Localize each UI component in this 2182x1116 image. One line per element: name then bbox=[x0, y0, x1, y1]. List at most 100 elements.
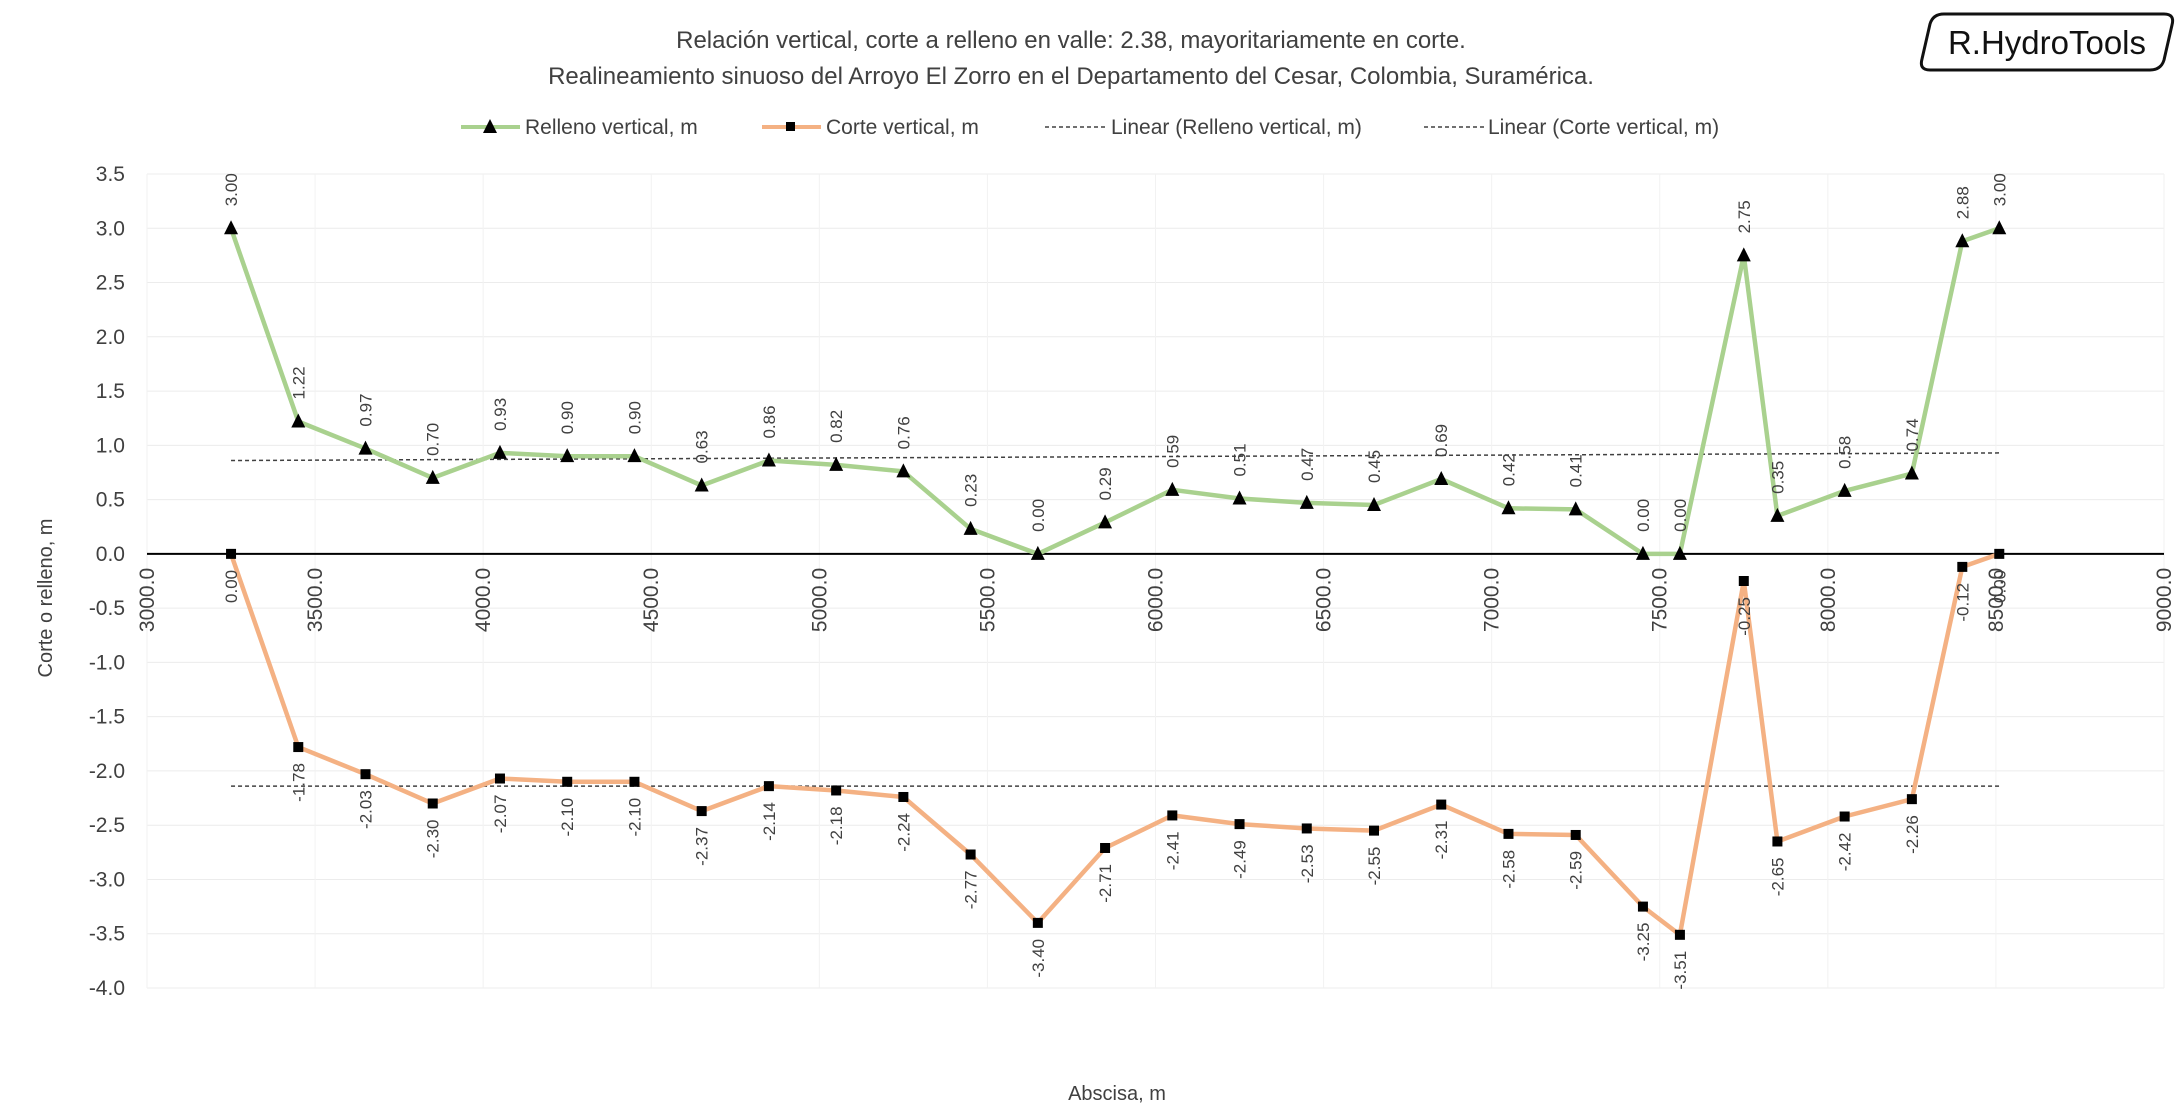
data-point-relleno bbox=[1955, 233, 1970, 248]
data-point-corte bbox=[1637, 901, 1648, 912]
chart-subtitle: Realineamiento sinuoso del Arroyo El Zor… bbox=[548, 63, 1594, 90]
data-point-relleno bbox=[560, 448, 575, 463]
data-label-corte: -2.03 bbox=[357, 790, 376, 829]
data-label-relleno: 0.00 bbox=[1029, 499, 1048, 532]
y-tick-label: 1.5 bbox=[96, 380, 125, 403]
x-tick-label: 3000.0 bbox=[136, 568, 159, 632]
data-point-corte bbox=[1738, 576, 1749, 586]
data-label-corte: -2.07 bbox=[491, 795, 510, 834]
data-point-corte bbox=[1674, 929, 1685, 940]
data-point-corte bbox=[1839, 811, 1850, 822]
data-point-corte bbox=[1906, 794, 1917, 805]
y-tick-label: -3.5 bbox=[89, 923, 125, 946]
chart-title: Relación vertical, corte a relleno en va… bbox=[676, 27, 1466, 54]
data-point-relleno bbox=[1837, 482, 1852, 497]
data-label-corte: -2.30 bbox=[424, 819, 443, 858]
legend-label-trend-relleno: Linear (Relleno vertical, m) bbox=[1111, 116, 1362, 139]
data-point-corte bbox=[494, 773, 505, 784]
data-label-corte: -0.12 bbox=[1953, 583, 1972, 622]
data-label-corte: 0.00 bbox=[1990, 570, 2009, 603]
x-tick-label: 4000.0 bbox=[472, 568, 495, 632]
data-point-relleno bbox=[1098, 514, 1113, 529]
data-label-relleno: 0.76 bbox=[894, 416, 913, 449]
data-point-corte bbox=[1301, 823, 1312, 834]
y-tick-label: -2.0 bbox=[89, 760, 125, 783]
data-point-corte bbox=[293, 742, 304, 753]
x-axis-ticks: 3000.0 3500.0 4000.0 4500.0 5000.0 5500.0 6000… bbox=[136, 568, 2176, 632]
data-label-relleno: 0.90 bbox=[625, 401, 644, 434]
data-point-relleno bbox=[1165, 481, 1180, 496]
x-tick-label: 4500.0 bbox=[640, 568, 663, 632]
data-label-relleno: 0.00 bbox=[1671, 499, 1690, 532]
brand-frame bbox=[1919, 12, 2175, 72]
data-point-relleno bbox=[829, 456, 844, 471]
legend: Relleno vertical, m Corte vertical, m Li… bbox=[461, 116, 1719, 139]
y-tick-label: 0.0 bbox=[96, 543, 125, 566]
data-label-corte: -2.24 bbox=[894, 813, 913, 852]
data-label-relleno: 0.00 bbox=[1634, 499, 1653, 532]
data-point-corte bbox=[1957, 561, 1968, 572]
data-point-relleno bbox=[492, 444, 507, 459]
y-tick-label: -0.5 bbox=[89, 597, 125, 620]
data-point-relleno bbox=[963, 520, 978, 535]
y-axis-ticks: 3.5 3.0 2.5 2.0 1.5 1.0 0.5 0.0 -0.5 -1.0 -1.5 -2.0… bbox=[89, 163, 125, 1000]
data-point-corte bbox=[1994, 548, 2005, 559]
data-label-relleno: 0.41 bbox=[1567, 454, 1586, 487]
data-point-relleno bbox=[1635, 545, 1650, 560]
y-tick-label: 0.5 bbox=[96, 489, 125, 512]
data-point-corte bbox=[226, 548, 237, 559]
data-point-relleno bbox=[896, 463, 911, 478]
data-point-corte bbox=[562, 776, 573, 787]
data-label-relleno: 0.42 bbox=[1499, 453, 1518, 486]
x-tick-label: 7000.0 bbox=[1481, 568, 1504, 632]
y-axis-title: Corte o relleno, m bbox=[35, 519, 57, 678]
y-tick-label: 1.0 bbox=[96, 434, 125, 457]
data-point-relleno bbox=[291, 413, 306, 428]
x-tick-label: 3500.0 bbox=[304, 568, 327, 632]
series-layer bbox=[224, 220, 2007, 940]
data-label-corte: -2.41 bbox=[1163, 831, 1182, 870]
data-point-relleno bbox=[224, 220, 239, 235]
data-label-corte: -2.71 bbox=[1096, 864, 1115, 903]
data-point-corte bbox=[360, 769, 371, 780]
data-point-relleno bbox=[1299, 494, 1314, 509]
data-label-corte: -3.40 bbox=[1029, 939, 1048, 978]
data-point-relleno bbox=[1232, 490, 1247, 505]
data-label-relleno: 0.70 bbox=[424, 423, 443, 456]
data-label-corte: -3.25 bbox=[1634, 923, 1653, 962]
data-point-corte bbox=[1436, 799, 1447, 810]
data-label-relleno: 2.75 bbox=[1735, 200, 1754, 233]
x-tick-label: 5500.0 bbox=[976, 568, 999, 632]
data-label-relleno: 0.90 bbox=[558, 401, 577, 434]
data-point-corte bbox=[763, 781, 774, 792]
y-tick-label: 3.0 bbox=[96, 217, 125, 240]
legend-item-corte: Corte vertical, m bbox=[762, 116, 979, 139]
x-tick-label: 7500.0 bbox=[1649, 568, 1672, 632]
data-point-corte bbox=[1772, 836, 1783, 847]
data-label-corte: -3.51 bbox=[1671, 951, 1690, 990]
data-point-relleno bbox=[1672, 545, 1687, 560]
x-tick-label: 6500.0 bbox=[1313, 568, 1336, 632]
data-label-relleno: 0.93 bbox=[491, 398, 510, 431]
data-label-relleno: 0.74 bbox=[1903, 418, 1922, 451]
legend-item-trend-corte: Linear (Corte vertical, m) bbox=[1424, 116, 1719, 139]
data-point-relleno bbox=[1904, 465, 1919, 480]
data-labels: 3.00 1.22 0.97 0.70 0.93 0.90 0.90 0.63 0.86 0.82… bbox=[222, 173, 2009, 989]
data-point-corte bbox=[1234, 819, 1245, 830]
data-label-relleno: 2.88 bbox=[1953, 186, 1972, 219]
data-label-relleno: 3.00 bbox=[1990, 173, 2009, 206]
square-marker-icon bbox=[786, 122, 795, 131]
data-label-relleno: 0.63 bbox=[693, 430, 712, 463]
x-tick-label: 8500.0 bbox=[1985, 568, 2008, 632]
y-tick-label: 2.0 bbox=[96, 326, 125, 349]
legend-label-relleno: Relleno vertical, m bbox=[525, 116, 698, 139]
data-label-relleno: 0.59 bbox=[1163, 435, 1182, 468]
y-tick-label: -4.0 bbox=[89, 977, 125, 1000]
data-point-corte bbox=[831, 785, 842, 796]
legend-label-trend-corte: Linear (Corte vertical, m) bbox=[1488, 116, 1719, 139]
data-point-relleno bbox=[1030, 545, 1045, 560]
data-label-corte: -2.37 bbox=[693, 827, 712, 866]
data-label-corte: -2.49 bbox=[1231, 840, 1250, 879]
